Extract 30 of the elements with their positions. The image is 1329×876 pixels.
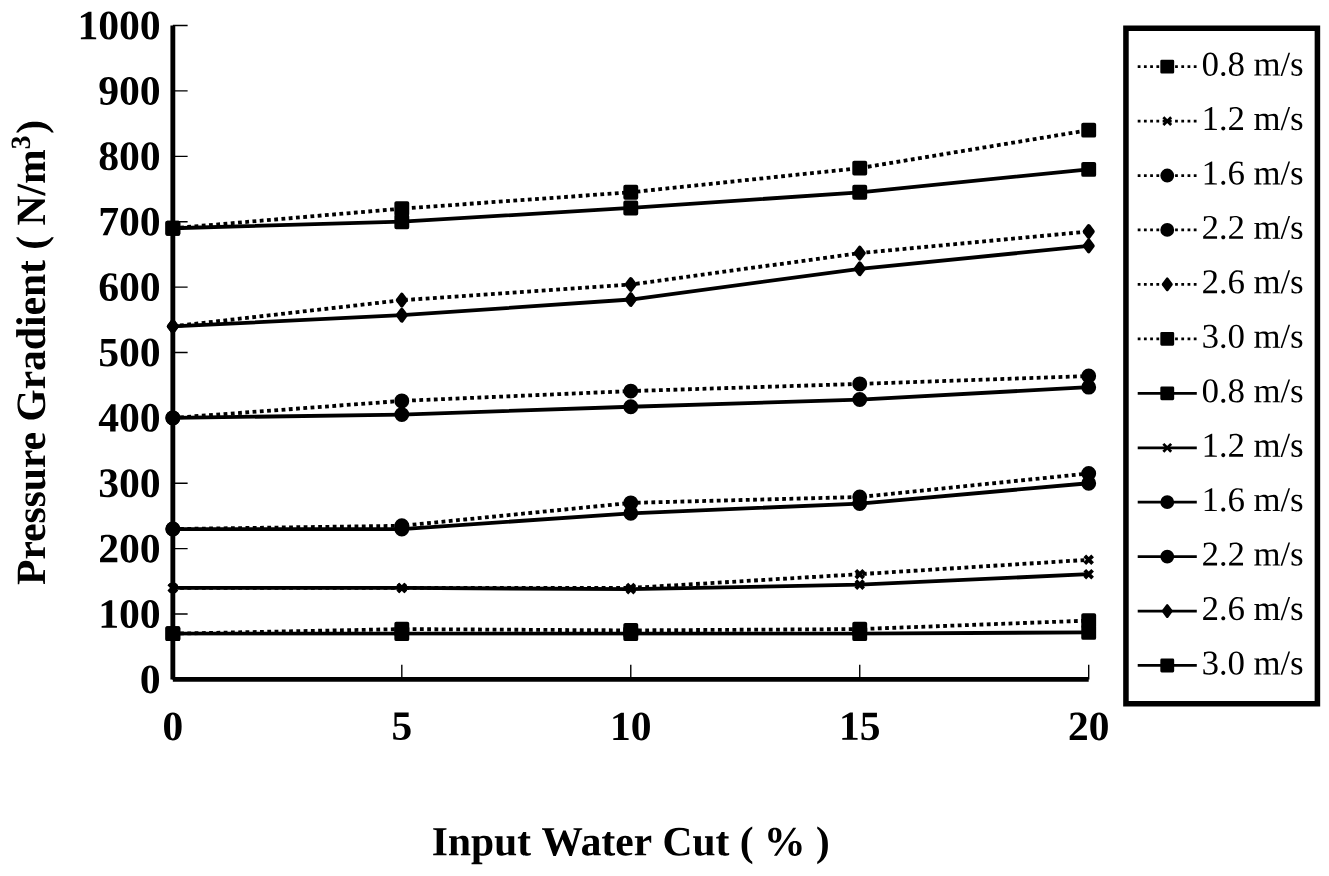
- legend-label: 1.6 m/s: [1204, 488, 1303, 512]
- x-axis-title: Input Water Cut ( % ): [433, 826, 828, 865]
- y-tick-label: 300: [99, 469, 160, 498]
- y-tick-label: 200: [100, 534, 160, 563]
- y-axis-title: Pressure Gradient ( N/m$^{3}$): [11, 121, 54, 585]
- y-tick-label: 0: [141, 665, 160, 694]
- legend-label: 2.2 m/s: [1203, 216, 1303, 240]
- legend-label: 1.6 m/s: [1204, 161, 1303, 186]
- legend-label: 0.8 m/s: [1202, 52, 1303, 77]
- y-tick-label: 1000: [80, 11, 160, 40]
- legend-label: 2.6 m/s: [1203, 597, 1303, 621]
- x-tick-label: 10: [613, 712, 650, 741]
- x-tick-label: 15: [842, 712, 879, 741]
- legend-label: 0.8 m/s: [1202, 379, 1303, 403]
- y-tick-label: 700: [100, 207, 160, 236]
- y-tick-label: 800: [99, 142, 160, 171]
- legend-label: 1.2 m/s: [1204, 433, 1303, 458]
- x-tick-label: 20: [1069, 712, 1108, 741]
- legend-label: 1.2 m/s: [1204, 107, 1303, 131]
- x-tick-label: 0: [164, 712, 182, 741]
- y-tick-label: 500: [100, 338, 160, 367]
- y-tick-label: 100: [101, 600, 160, 629]
- legend-label: 2.2 m/s: [1203, 542, 1303, 567]
- legend-label: 2.6 m/s: [1203, 270, 1303, 294]
- y-tick-label: 400: [98, 403, 160, 432]
- y-tick-label: 900: [99, 77, 160, 106]
- x-tick-label: 5: [393, 712, 411, 741]
- y-tick-label: 600: [99, 273, 160, 302]
- legend-label: 3.0 m/s: [1203, 324, 1303, 349]
- legend-label: 3.0 m/s: [1203, 651, 1303, 676]
